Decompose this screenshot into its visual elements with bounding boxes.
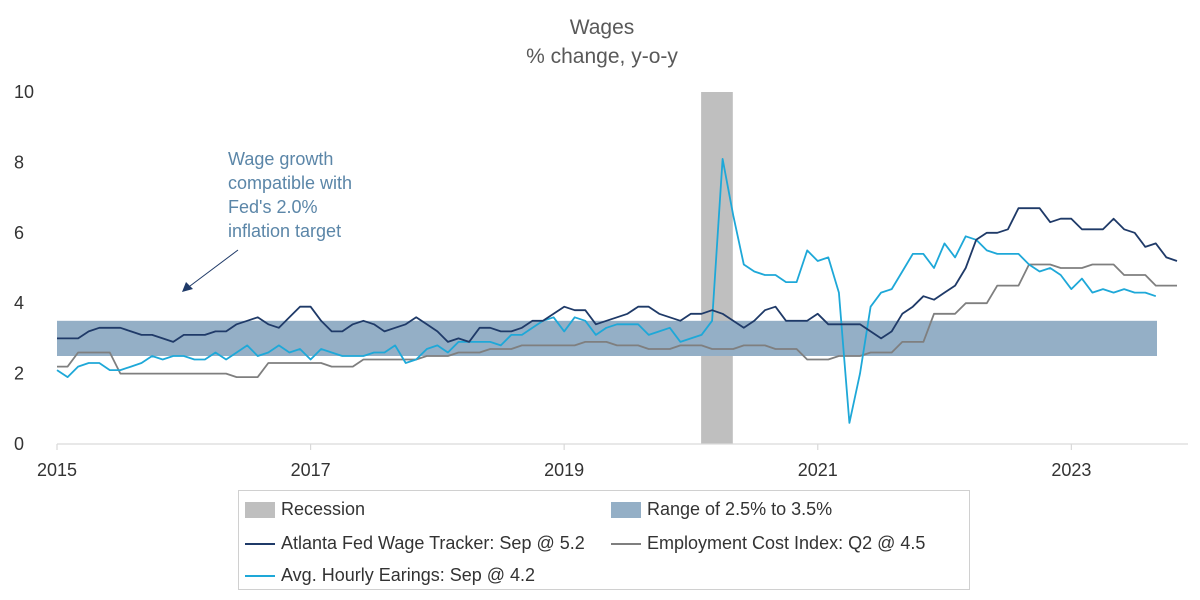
x-tick-label: 2017	[291, 460, 331, 480]
y-axis: 0 2 4 6 8 10	[14, 82, 34, 454]
x-tick-label: 2019	[544, 460, 584, 480]
legend-item-eci: Employment Cost Index: Q2 @ 4.5	[611, 533, 925, 554]
chart-title: Wages	[570, 16, 635, 39]
bands-layer	[57, 92, 1157, 444]
annotation-arrow	[189, 249, 239, 287]
y-tick-label: 10	[14, 82, 34, 102]
x-tick-label: 2021	[798, 460, 838, 480]
band-recession	[701, 92, 733, 444]
annotation-line-2: compatible with	[228, 173, 352, 193]
legend-swatch-ahe	[245, 574, 275, 577]
x-tick-label: 2015	[37, 460, 77, 480]
legend-swatch-range	[611, 501, 641, 518]
y-tick-label: 4	[14, 293, 24, 313]
x-axis: 2015 2017 2019 2021 2023	[37, 444, 1091, 480]
legend-swatch-eci	[611, 542, 641, 545]
series-line-atlanta-fed	[57, 207, 1178, 343]
band-target-range	[57, 320, 1157, 356]
legend-swatch-atlanta-fed	[245, 542, 275, 545]
annotation: Wage growth compatible with Fed's 2.0% i…	[182, 149, 352, 292]
series-layer	[56, 157, 1178, 424]
x-tick-label: 2023	[1051, 460, 1091, 480]
legend-item-range: Range of 2.5% to 3.5%	[611, 499, 832, 520]
chart-subtitle: % change, y-o-y	[526, 45, 678, 68]
legend-label-atlanta-fed: Atlanta Fed Wage Tracker: Sep @ 5.2	[281, 533, 585, 553]
chart-legend: Recession Range of 2.5% to 3.5% Atlanta …	[238, 490, 970, 590]
y-tick-label: 0	[14, 434, 24, 454]
series-line-ahe	[56, 157, 1157, 424]
annotation-line-1: Wage growth	[228, 149, 333, 169]
annotation-line-4: inflation target	[228, 221, 341, 241]
y-tick-label: 2	[14, 364, 24, 384]
legend-item-atlanta-fed: Atlanta Fed Wage Tracker: Sep @ 5.2	[245, 533, 585, 554]
annotation-line-3: Fed's 2.0%	[228, 197, 317, 217]
legend-label-eci: Employment Cost Index: Q2 @ 4.5	[647, 533, 926, 553]
legend-label-recession: Recession	[281, 499, 366, 519]
annotation-arrowhead	[182, 282, 193, 292]
legend-swatch-recession	[245, 501, 275, 518]
series-line-eci	[57, 263, 1177, 379]
y-tick-label: 6	[14, 223, 24, 243]
legend-label-ahe: Avg. Hourly Earings: Sep @ 4.2	[281, 565, 536, 585]
legend-item-ahe: Avg. Hourly Earings: Sep @ 4.2	[245, 565, 535, 586]
legend-item-recession: Recession	[245, 499, 365, 520]
legend-label-range: Range of 2.5% to 3.5%	[647, 499, 833, 519]
y-tick-label: 8	[14, 152, 24, 172]
